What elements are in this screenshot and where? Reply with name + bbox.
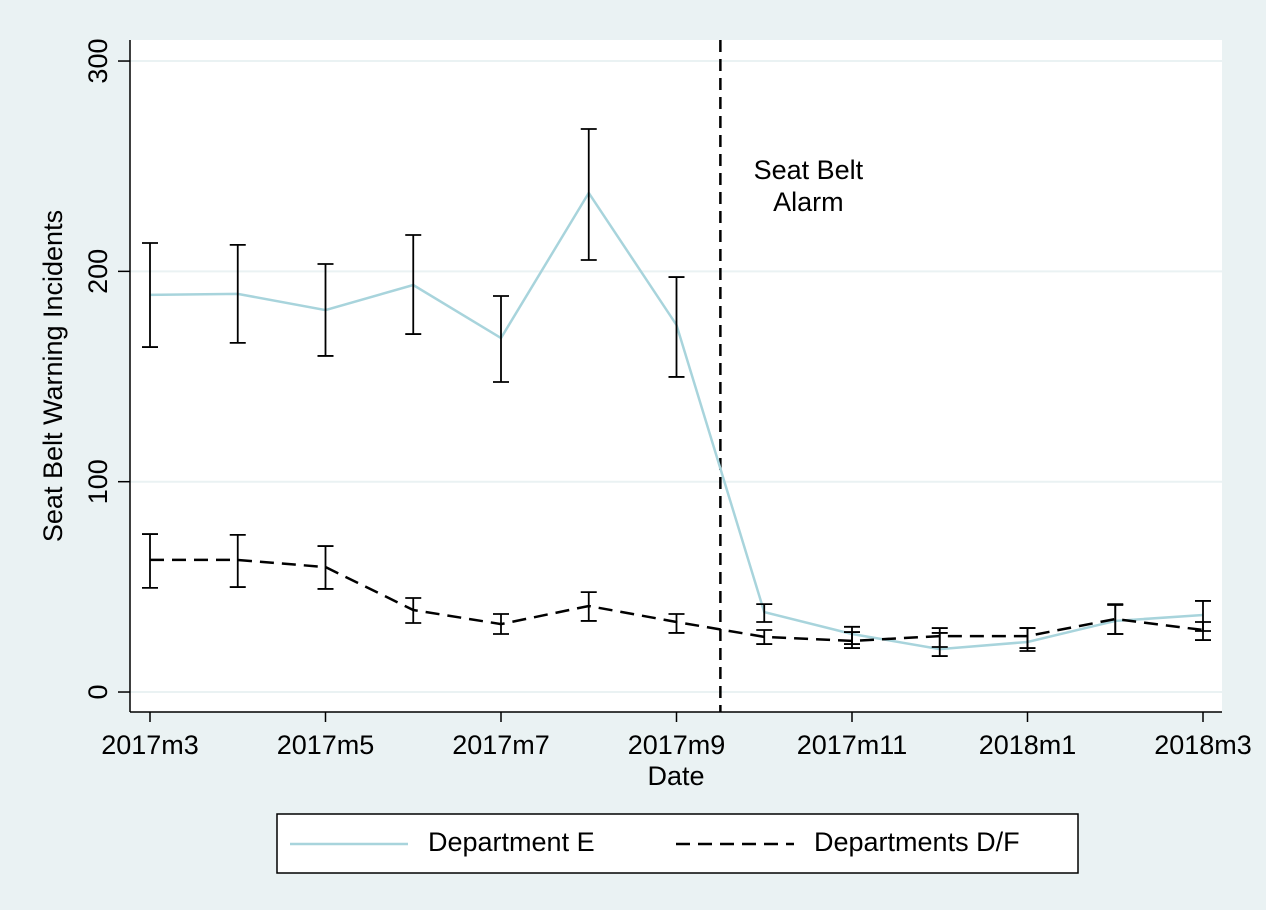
x-tick-label: 2017m11 bbox=[797, 730, 908, 760]
error-bar bbox=[668, 613, 685, 634]
y-axis-title: Seat Belt Warning Incidents bbox=[38, 210, 68, 542]
error-bar bbox=[1195, 621, 1211, 641]
error-bar bbox=[229, 243, 246, 344]
error-bar bbox=[317, 545, 334, 590]
error-bar bbox=[668, 276, 685, 378]
error-bar bbox=[1019, 627, 1036, 649]
error-bar bbox=[405, 234, 422, 335]
error-bar bbox=[756, 629, 773, 645]
annotation: Seat Belt bbox=[754, 155, 864, 185]
y-tick-label: 0 bbox=[83, 685, 113, 700]
error-bar bbox=[1107, 603, 1124, 635]
error-bar bbox=[142, 533, 158, 589]
error-bar bbox=[580, 128, 597, 261]
error-bar bbox=[229, 534, 246, 588]
error-bar bbox=[844, 631, 860, 649]
x-axis-title: Date bbox=[647, 761, 704, 791]
error-bar bbox=[493, 295, 509, 383]
error-bar bbox=[405, 597, 422, 624]
x-tick-label: 2017m9 bbox=[628, 730, 726, 760]
x-tick-label: 2017m3 bbox=[101, 730, 199, 760]
error-bar bbox=[317, 263, 334, 357]
y-tick-label: 100 bbox=[83, 459, 113, 504]
annotation: Alarm bbox=[773, 187, 844, 217]
error-bar bbox=[931, 632, 948, 648]
x-tick-label: 2017m5 bbox=[277, 730, 375, 760]
error-bar bbox=[142, 242, 158, 348]
y-tick-label: 200 bbox=[83, 249, 113, 294]
x-tick-label: 2018m1 bbox=[979, 730, 1077, 760]
y-tick-label: 300 bbox=[83, 39, 113, 84]
legend-label: Department E bbox=[428, 827, 595, 857]
error-bar bbox=[580, 591, 597, 622]
x-tick-label: 2017m7 bbox=[452, 730, 550, 760]
error-bar bbox=[756, 603, 773, 623]
x-tick-label: 2018m3 bbox=[1154, 730, 1252, 760]
legend-label: Departments D/F bbox=[814, 827, 1020, 857]
error-bar bbox=[493, 613, 509, 635]
